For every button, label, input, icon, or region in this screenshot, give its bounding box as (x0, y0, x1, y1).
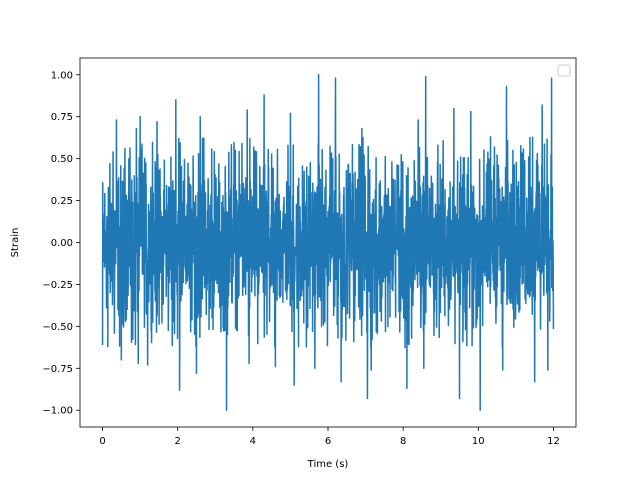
y-tick-label: 1.00 (51, 70, 73, 81)
y-axis-ticks: −1.00 −0.75 −0.50 −0.25 0.00 0.25 0.50 0.75 1.00 (42, 70, 80, 417)
y-tick-label: 0.75 (51, 112, 73, 123)
x-axis-label: Time (s) (307, 459, 349, 470)
x-tick-label: 6 (325, 436, 331, 447)
strain-series-line (101, 74, 555, 411)
legend-box (557, 64, 571, 77)
y-tick-label: −0.75 (42, 364, 73, 375)
y-tick-label: −0.50 (42, 322, 73, 333)
y-tick-label: −0.25 (42, 280, 73, 291)
y-tick-label: 0.00 (51, 238, 73, 249)
x-tick-label: 12 (547, 436, 560, 447)
y-tick-label: 0.50 (51, 154, 73, 165)
series-layer (101, 74, 555, 411)
x-tick-label: 0 (99, 436, 105, 447)
x-tick-label: 4 (250, 436, 256, 447)
x-tick-label: 8 (400, 436, 406, 447)
y-axis-label: Strain (10, 228, 21, 258)
x-tick-label: 2 (175, 436, 181, 447)
x-tick-label: 10 (472, 436, 485, 447)
x-axis-ticks: 0 2 4 6 8 10 12 (99, 427, 560, 447)
y-tick-label: −1.00 (42, 406, 73, 417)
y-tick-label: 0.25 (51, 196, 73, 207)
